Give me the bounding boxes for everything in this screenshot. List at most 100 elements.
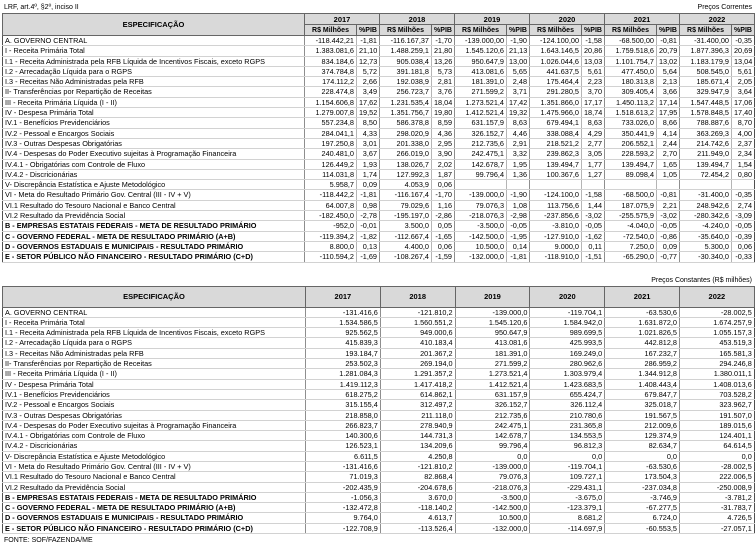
table-row: VI - Meta do Resultado Primário Gov. Cen… (2, 189, 755, 201)
value-cell: 1.534.586,5 (305, 317, 381, 329)
table-row: I.3 - Receitas Não Administradas pela RF… (2, 76, 755, 88)
value-cell-rs-milhoes: 413.081,6 (454, 66, 507, 78)
value-cell: 703.528,2 (678, 389, 755, 401)
value-cell: 949.000,6 (379, 327, 456, 339)
value-cell-rs-milhoes: -132.000,0 (454, 251, 507, 263)
value-cell-pib: -1,70 (431, 189, 455, 201)
value-cell-pib: 0,14 (506, 241, 530, 253)
precos-constantes-table-header: ESPECIFICAÇÃO 2017 2018 2019 2020 2021 2022 (2, 285, 755, 308)
table-row: VI.2 Resultado da Previdência Social -202… (2, 482, 755, 493)
value-cell: 655.424,7 (529, 389, 605, 401)
value-cell: -204.678,6 (379, 482, 456, 493)
value-cell-pib: 8,70 (731, 117, 755, 129)
row-label: I.1 - Receita Administrada pela RFB Líqu… (2, 56, 305, 67)
value-cell-rs-milhoes: 180.313,8 (604, 76, 657, 88)
value-cell: 1.423.683,5 (529, 379, 605, 390)
value-cell: 413.081,6 (454, 337, 530, 349)
value-cell: 312.497,2 (379, 399, 456, 411)
value-cell-rs-milhoes: 228.593,2 (604, 148, 657, 160)
value-cell-pib: -3,02 (581, 210, 605, 222)
row-label: IV.4.1 - Obrigatórias com Controle de Fl… (2, 159, 305, 170)
value-cell-rs-milhoes: -68.500,00 (604, 35, 657, 47)
value-cell: 1.417.418,2 (379, 379, 456, 390)
value-cell: -114.697,9 (529, 523, 605, 535)
value-cell: 82.868,4 (379, 471, 456, 483)
value-cell: 96.812,3 (529, 440, 605, 452)
value-cell-pib: 3,05 (581, 148, 605, 160)
value-cell-pib: 0,06 (431, 179, 455, 191)
value-cell-pib: -1,90 (506, 35, 530, 47)
value-cell-rs-milhoes: 1.488.259,1 (379, 45, 432, 57)
value-cell-rs-milhoes: 338.088,4 (529, 128, 582, 139)
value-cell-rs-milhoes: -4.240,0 (679, 220, 732, 232)
table-row: IV.4.1 - Obrigatórias com Controle de Fl… (2, 159, 755, 170)
value-cell: 271.599,2 (454, 358, 530, 370)
value-cell-pib: -1,51 (581, 251, 605, 263)
value-cell: -139.000,0 (454, 461, 530, 473)
value-cell-pib: 4,29 (581, 128, 605, 139)
table-row: A. GOVERNO CENTRAL -131.416,6 -121.810,2 -1… (2, 307, 755, 318)
value-cell-pib: 2,23 (581, 76, 605, 88)
value-cell: 212.009,6 (604, 420, 680, 432)
row-label: I.3 - Receitas Não Administradas pela RF… (2, 76, 305, 88)
value-cell-rs-milhoes: 1.101.754,7 (604, 56, 657, 67)
year-header: 2017 (305, 285, 381, 308)
value-cell: 925.562,5 (305, 327, 381, 339)
value-cell: 129.374,9 (604, 430, 680, 442)
value-cell-pib: -0,77 (656, 251, 680, 263)
value-cell-pib: 4,46 (506, 128, 530, 139)
value-cell-pib: 3,32 (506, 148, 530, 160)
table-row: IV.2 - Pessoal e Encargos Sociais 315.155… (2, 399, 755, 411)
value-cell-pib: 0,13 (356, 241, 380, 253)
value-cell-rs-milhoes: 99.796,4 (454, 169, 507, 181)
year-header: 2018 (379, 285, 456, 308)
value-cell-pib: -0,05 (731, 220, 755, 232)
value-cell-rs-milhoes: 100.367,6 (529, 169, 582, 181)
value-cell-rs-milhoes: 5.300,0 (679, 241, 732, 253)
row-label: IV.1 - Benefícios Previdenciários (2, 117, 305, 129)
value-cell: 212.735,6 (454, 410, 530, 421)
table-row: IV.3 - Outras Despesas Obrigatórias 197.2… (2, 138, 755, 150)
value-cell-rs-milhoes: 1.475.966,0 (529, 107, 582, 119)
value-cell-pib: -0,33 (731, 251, 755, 263)
value-cell-rs-milhoes: 374.784,8 (304, 66, 357, 78)
table-row: I.2 - Arrecadação Líquida para o RGPS 374… (2, 66, 755, 78)
value-cell: 415.839,3 (305, 337, 381, 349)
value-cell-pib: 13,03 (581, 56, 605, 67)
value-cell-rs-milhoes: -116.167,37 (379, 35, 432, 47)
row-label: III - Receita Primária Líquida (I - II) (2, 97, 305, 109)
value-cell: 1.055.157,3 (678, 327, 755, 339)
value-cell-pib: -2,86 (431, 210, 455, 222)
value-cell: -3.675,0 (529, 491, 605, 504)
value-cell-rs-milhoes: 1.518.613,2 (604, 107, 657, 119)
value-cell-pib: -0,39 (731, 231, 755, 242)
value-cell-pib: 0,98 (356, 200, 380, 212)
value-cell-pib: 19,52 (356, 107, 380, 119)
value-cell-rs-milhoes: -139.000,00 (454, 35, 507, 47)
value-cell: -3.746,9 (604, 491, 680, 504)
row-label: I.3 - Receitas Não Administradas pela RF… (2, 348, 306, 360)
table-row: E - SETOR PÚBLICO NÃO FINANCEIRO - RESUL… (2, 251, 755, 263)
value-cell-rs-milhoes: 1.450.113,2 (604, 97, 657, 109)
table1-caption: Preços Correntes (697, 4, 752, 11)
row-label: IV.4.2 - Discricionárias (2, 440, 306, 452)
year-header: 2021 (604, 285, 680, 308)
rs-milhoes-subheader: R$ Milhões (604, 24, 657, 36)
value-cell-rs-milhoes: -182.450,0 (304, 210, 357, 222)
value-cell: -131.416,6 (305, 461, 381, 473)
value-cell: 1.281.084,3 (305, 368, 381, 380)
source-note: FONTE: SOF/FAZENDA/ME (4, 537, 93, 545)
pib-subheader: %PIB (731, 24, 755, 36)
value-cell-rs-milhoes: 242.475,1 (454, 148, 507, 160)
value-cell-rs-milhoes: 1.643.146,5 (529, 45, 582, 57)
value-cell-pib: 3,70 (581, 86, 605, 98)
value-cell: 1.408.443,4 (604, 379, 680, 390)
value-cell-rs-milhoes: 557.234,8 (304, 117, 357, 129)
value-cell-rs-milhoes: 508.545,0 (679, 66, 732, 78)
value-cell: 189.015,6 (678, 420, 755, 432)
pib-subheader: %PIB (506, 24, 530, 36)
value-cell-pib: 1,16 (431, 200, 455, 212)
value-cell-pib: 3,71 (506, 86, 530, 98)
row-label: IV - Despesa Primária Total (2, 107, 305, 119)
value-cell-rs-milhoes: 679.494,1 (529, 117, 582, 129)
